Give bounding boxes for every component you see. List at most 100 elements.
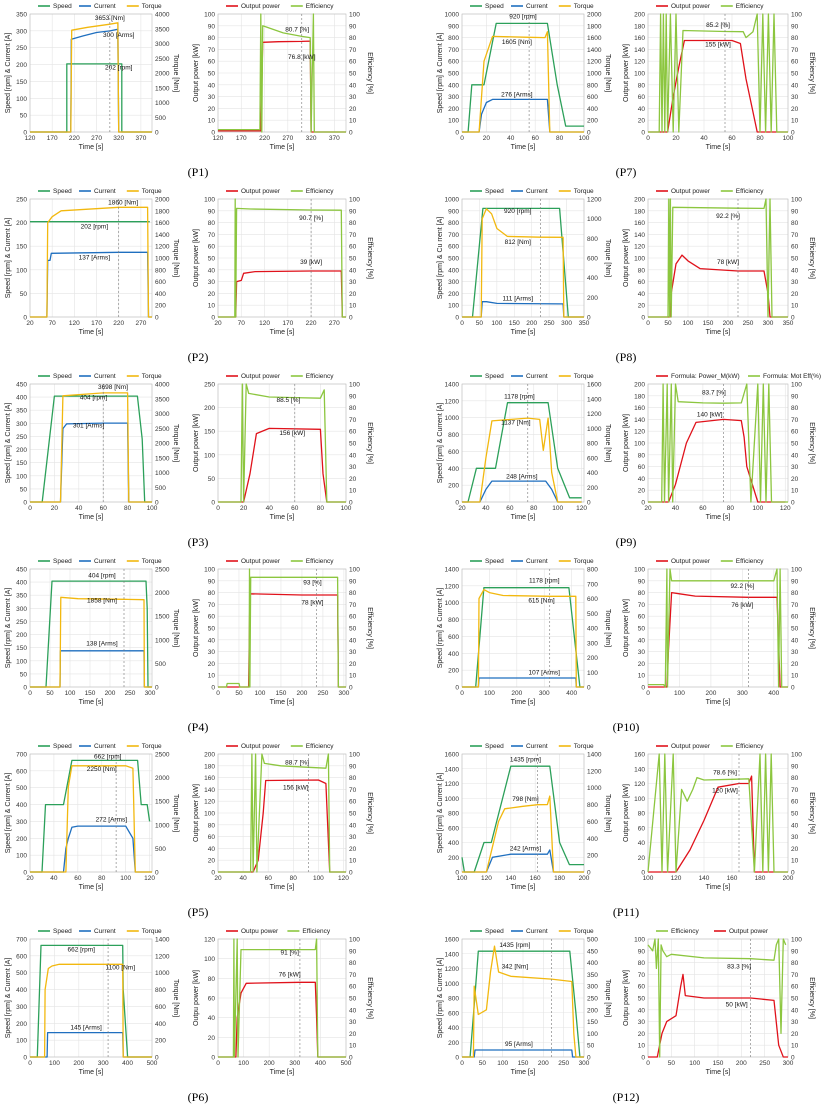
x-axis-label: Time [s]: [270, 699, 295, 706]
y2-tick-label: 80: [349, 405, 357, 412]
y-tick-label: 100: [204, 811, 215, 818]
y-tick-label: 100: [634, 567, 645, 574]
series-efficiency-line: [648, 198, 788, 318]
x-tick-label: 120: [259, 320, 270, 327]
y-tick-label: 0: [641, 315, 645, 322]
y2-tick-label: 0: [155, 500, 159, 507]
x-tick-label: 60: [699, 505, 707, 512]
y-tick-label: 40: [638, 291, 646, 298]
y2-tick-label: 60: [349, 984, 357, 991]
y-tick-label: 140: [204, 787, 215, 794]
y-tick-label: 60: [638, 464, 646, 471]
y-tick-label: 50: [208, 626, 216, 633]
y-tick-label: 0: [641, 1055, 645, 1062]
y2-tick-label: 40: [349, 822, 357, 829]
y2-tick-label: 30: [791, 649, 799, 656]
y-tick-label: 30: [638, 1019, 646, 1026]
x-tick-label: 80: [756, 135, 764, 142]
y-tick-label: 0: [455, 1055, 459, 1062]
x-tick-label: 300: [579, 1060, 590, 1067]
y-tick-label: 70: [208, 602, 216, 609]
y2-tick-label: 40: [349, 452, 357, 459]
legend-entry: Efficiency: [306, 743, 334, 750]
y2-tick-label: 1500: [155, 799, 170, 806]
data-label: 76 [kW]: [279, 971, 301, 978]
y-tick-label: 900: [448, 23, 459, 30]
y2-axis-label: Efficiency [%]: [366, 422, 373, 464]
data-label: 1435 [rpm]: [510, 756, 541, 763]
y2-tick-label: 30: [791, 94, 799, 101]
legend-entry: Speed: [53, 3, 72, 10]
y-tick-label: 500: [448, 71, 459, 78]
x-tick-label: 100: [65, 690, 76, 697]
y2-tick-label: 40: [349, 1007, 357, 1014]
legend-entry: Speed: [485, 373, 504, 380]
y2-tick-label: 90: [791, 393, 799, 400]
x-tick-label: 100: [120, 875, 131, 882]
x-tick-label: 320: [306, 135, 317, 142]
legend-entry: Efficiency: [736, 188, 764, 195]
x-tick-label: 150: [713, 1060, 724, 1067]
plot-frame: [217, 198, 347, 318]
y-tick-label: 120: [204, 937, 215, 944]
plot-frame: [29, 753, 153, 873]
y-tick-label: 60: [208, 996, 216, 1003]
y-tick-label: 400: [16, 395, 27, 402]
y2-tick-label: 10: [791, 488, 799, 495]
y-axis-label: Output power [kW]: [623, 599, 630, 657]
y-tick-label: 300: [16, 421, 27, 428]
x-tick-label: 20: [458, 505, 466, 512]
y-tick-label: 800: [448, 996, 459, 1003]
series-speed-line: [462, 950, 584, 1058]
y2-tick-label: 70: [791, 232, 799, 239]
x-tick-label: 100: [552, 505, 563, 512]
series-efficiency-line: [648, 568, 788, 688]
series-power-line: [648, 973, 788, 1058]
data-label: 662 [rpm]: [68, 947, 96, 954]
y-tick-label: 200: [16, 447, 27, 454]
y2-tick-label: 250: [587, 996, 598, 1003]
y-tick-label: 40: [638, 476, 646, 483]
data-label: 156 [kW]: [283, 784, 309, 791]
y-tick-label: 50: [638, 626, 646, 633]
y2-tick-label: 3000: [155, 411, 170, 418]
y2-tick-label: 50: [791, 71, 799, 78]
x-axis-label: Time [s]: [270, 514, 295, 521]
plot-frame: [461, 753, 585, 873]
y2-tick-label: 80: [791, 960, 799, 967]
y2-tick-label: 0: [791, 500, 795, 507]
x-tick-label: 200: [264, 1060, 275, 1067]
y-tick-label: 0: [23, 1055, 27, 1062]
legend-entry: Output power: [241, 188, 281, 195]
y2-tick-label: 1200: [587, 411, 602, 418]
x-tick-label: 250: [544, 320, 555, 327]
y2-tick-label: 10: [791, 858, 799, 865]
x-tick-label: 220: [69, 135, 80, 142]
x-tick-label: 250: [317, 690, 328, 697]
y2-tick-label: 1000: [587, 785, 602, 792]
legend-entry: Efficiency: [736, 558, 764, 565]
x-tick-label: 350: [579, 320, 590, 327]
data-label: 1178 [rpm]: [529, 577, 560, 584]
data-label: 1178 [rpm]: [504, 393, 535, 400]
y-tick-label: 90: [208, 23, 216, 30]
series-efficiency-line: [648, 383, 788, 503]
series-current-line: [462, 301, 584, 318]
y-tick-label: 100: [204, 452, 215, 459]
y2-tick-label: 60: [349, 429, 357, 436]
y2-tick-label: 0: [587, 870, 591, 877]
y-tick-label: 600: [448, 449, 459, 456]
x-axis-label: Time [s]: [511, 144, 536, 151]
x-tick-label: 400: [768, 690, 779, 697]
y2-tick-label: 200: [587, 655, 598, 662]
x-tick-label: 140: [699, 875, 710, 882]
y2-tick-label: 70: [791, 787, 799, 794]
legend-entry: Speed: [53, 743, 72, 750]
y-tick-label: 800: [448, 811, 459, 818]
y2-tick-label: 100: [349, 197, 360, 204]
y-tick-label: 200: [634, 382, 645, 389]
x-tick-label: 100: [457, 875, 468, 882]
y2-tick-label: 200: [587, 118, 598, 125]
